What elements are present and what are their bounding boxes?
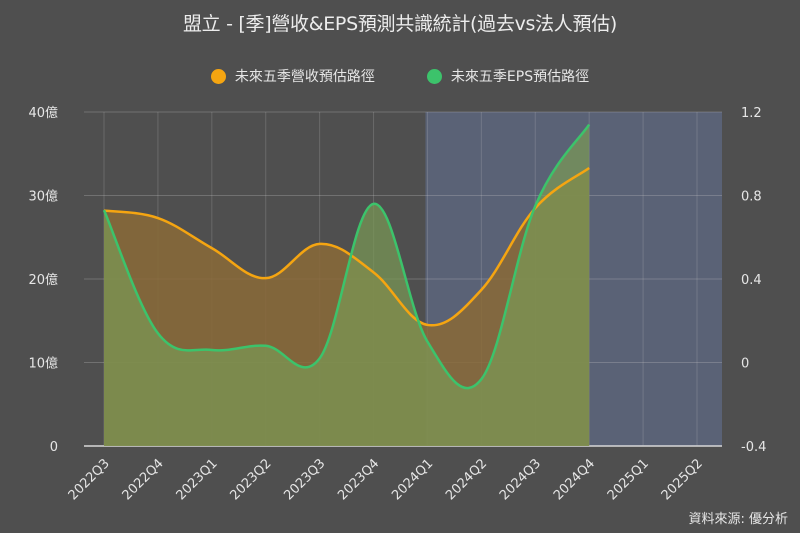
x-tick: 2025Q1 — [605, 456, 652, 503]
x-tick: 2025Q2 — [659, 456, 706, 503]
x-tick: 2024Q4 — [551, 456, 598, 503]
y-right-tick: 0 — [741, 357, 749, 372]
revenue-dot-icon — [210, 68, 226, 84]
x-tick: 2022Q4 — [120, 456, 167, 503]
y-right-tick: -0.4 — [741, 440, 766, 455]
x-tick: 2022Q3 — [66, 456, 113, 503]
x-tick: 2024Q1 — [389, 456, 436, 503]
eps-area — [104, 124, 590, 447]
y-left-tick: 0 — [50, 440, 58, 455]
source-note: 資料來源: 優分析 — [688, 512, 788, 527]
eps-dot-icon — [426, 68, 442, 84]
x-tick: 2023Q4 — [335, 456, 382, 503]
y-left-tick: 10億 — [28, 356, 58, 372]
legend-label-eps: 未來五季EPS預估路徑 — [450, 69, 590, 85]
legend-label-revenue: 未來五季營收預估路徑 — [234, 69, 375, 85]
legend: 未來五季營收預估路徑 未來五季EPS預估路徑 — [0, 66, 800, 86]
chart-title: 盟立 - [季]營收&EPS預測共識統計(過去vs法人預估) — [182, 13, 618, 35]
x-tick: 2023Q3 — [281, 456, 328, 503]
y-left-tick: 40億 — [28, 105, 58, 121]
x-tick: 2024Q3 — [497, 456, 544, 503]
y-right-tick: 1.2 — [741, 106, 762, 121]
x-tick: 2023Q2 — [227, 456, 274, 503]
legend-item-eps[interactable]: 未來五季EPS預估路徑 — [426, 66, 590, 86]
legend-item-revenue[interactable]: 未來五季營收預估路徑 — [210, 66, 375, 86]
y-left-tick: 20億 — [28, 272, 58, 288]
y-right-tick: 0.4 — [741, 273, 762, 288]
x-tick: 2024Q2 — [443, 456, 490, 503]
x-tick: 2023Q1 — [174, 456, 221, 503]
eps-line — [102, 123, 591, 390]
y-right-tick: 0.8 — [741, 190, 762, 205]
revenue-line — [103, 166, 590, 327]
y-left-tick: 30億 — [28, 189, 58, 205]
